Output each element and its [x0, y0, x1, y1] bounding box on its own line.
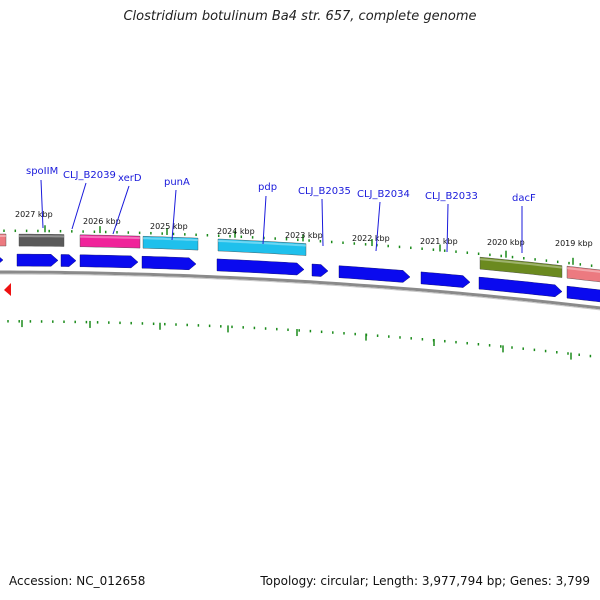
- feature-highlight: [479, 258, 563, 269]
- map-title: Clostridium botulinum Ba4 str. 657, comp…: [123, 9, 477, 24]
- backbone-shadow: [0, 273, 600, 311]
- feature-highlight: [566, 267, 600, 273]
- gene-label-clj_b2034: CLJ_B2034: [357, 189, 410, 200]
- kbp-tick-label: 2024 kbp: [217, 227, 255, 236]
- kbp-tick-label: 2027 kbp: [15, 210, 53, 219]
- kbp-tick-label: 2025 kbp: [150, 222, 188, 231]
- gene-label-xerd: xerD: [118, 173, 142, 184]
- kbp-tick-label: 2023 kbp: [285, 231, 323, 240]
- gene-leader: [171, 189, 177, 241]
- kbp-tick-label: 2021 kbp: [420, 237, 458, 246]
- feature-block: [142, 235, 199, 251]
- gene-leader: [321, 198, 324, 247]
- cds-arrow: [311, 263, 329, 277]
- feature-highlight: [217, 240, 307, 247]
- feature-highlight: [142, 237, 199, 242]
- cds-arrow: [216, 258, 305, 276]
- kbp-tick-label: 2022 kbp: [352, 234, 390, 243]
- kbp-tick-label: 2026 kbp: [83, 217, 121, 226]
- gene-leader: [375, 201, 381, 252]
- gene-leader: [262, 195, 267, 245]
- feature-track: [0, 233, 600, 283]
- feature-block: [0, 233, 7, 247]
- cds-arrow: [141, 255, 197, 271]
- genome-backbone: [0, 270, 600, 311]
- gene-leader: [112, 185, 130, 235]
- cds-arrow: [79, 254, 139, 269]
- cds-arrow: [16, 253, 59, 267]
- feature-block: [79, 234, 141, 249]
- feature-block: [18, 233, 65, 247]
- cds-arrow: [60, 254, 77, 267]
- backbone-line: [0, 270, 600, 310]
- red-marker-icon: [4, 283, 11, 296]
- gene-leader: [40, 179, 44, 229]
- gene-label-leaders: [40, 179, 523, 253]
- cds-arrow: [566, 285, 600, 303]
- genome-stats: Topology: circular; Length: 3,977,794 bp…: [260, 574, 590, 588]
- cds-track: [0, 253, 600, 303]
- cds-arrow: [338, 265, 411, 283]
- feature-block: [479, 256, 563, 278]
- gene-leader: [71, 182, 87, 230]
- gene-label-clj_b2039: CLJ_B2039: [63, 170, 116, 181]
- origin-marker: [4, 283, 11, 296]
- gene-leader: [446, 203, 449, 253]
- gene-label-clj_b2035: CLJ_B2035: [298, 186, 351, 197]
- accession-label: Accession: NC_012658: [9, 574, 146, 588]
- gene-label-puna: punA: [164, 177, 190, 188]
- gene-label-spoiim: spoIIM: [26, 166, 58, 177]
- scale-ticks: [3, 225, 593, 360]
- gene-label-pdp: pdp: [258, 182, 277, 193]
- kbp-labels: 2027 kbp 2026 kbp 2025 kbp 2024 kbp 2023 kbp…: [15, 210, 593, 248]
- gene-label-dacf: dacF: [512, 193, 536, 204]
- cds-arrow: [420, 271, 471, 288]
- feature-highlight: [80, 235, 141, 240]
- kbp-tick-label: 2020 kbp: [487, 238, 525, 247]
- cds-arrow: [0, 257, 4, 263]
- kbp-tick-label: 2019 kbp: [555, 239, 593, 248]
- gene-labels: spoIIM CLJ_B2039 xerD punA pdp CLJ_B2035 CLJ_B…: [26, 166, 536, 204]
- feature-block: [217, 238, 307, 256]
- gene-label-clj_b2033: CLJ_B2033: [425, 191, 478, 202]
- cds-arrow: [478, 276, 563, 298]
- feature-block: [566, 265, 600, 283]
